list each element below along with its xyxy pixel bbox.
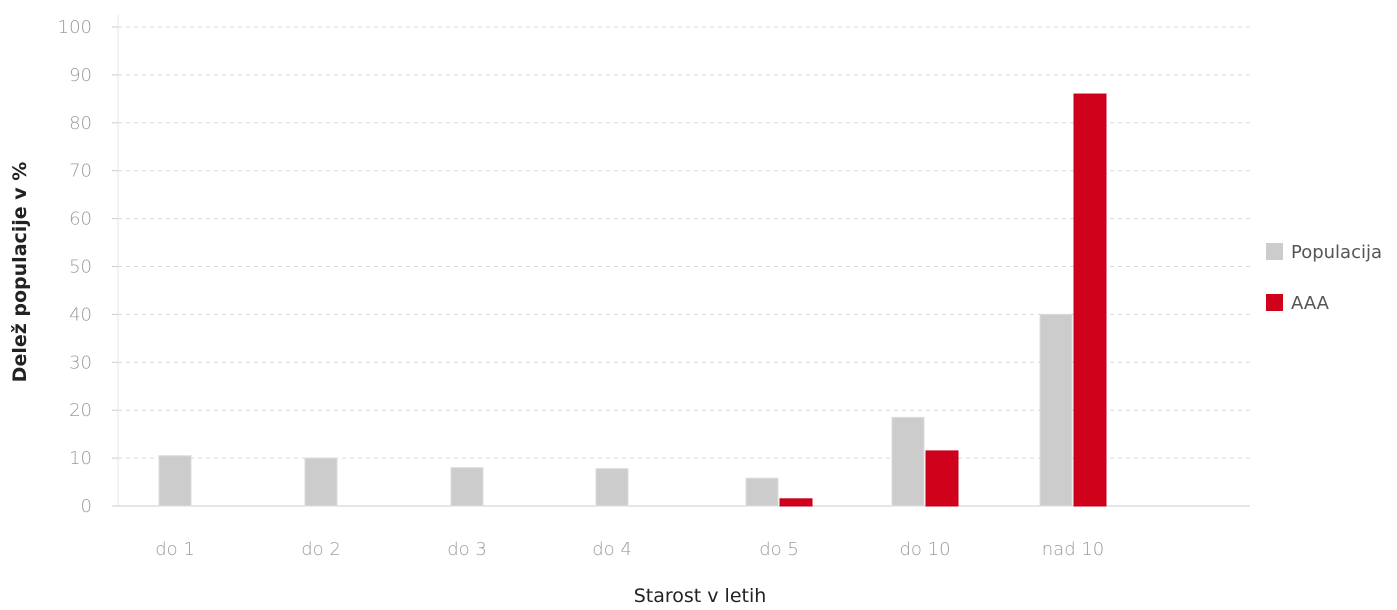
- bar-populacija-do-4: [595, 468, 629, 507]
- y-tick-label: 20: [69, 400, 92, 421]
- legend: Populacija AAA: [1266, 242, 1382, 314]
- bar-populacija-do-2: [304, 457, 338, 507]
- y-tick-label: 100: [58, 17, 92, 38]
- y-axis-title: Delež populacije v %: [9, 162, 31, 383]
- x-axis-ticks: do 1 do 2 do 3 do 4 do 5 do 10 nad 10: [155, 539, 1104, 560]
- legend-swatch-populacija: [1266, 243, 1283, 260]
- bar-aaa-do-10: [925, 450, 959, 507]
- y-tick-label: 50: [69, 257, 92, 278]
- x-axis-title: Starost v letih: [634, 585, 767, 607]
- legend-swatch-aaa: [1266, 294, 1283, 311]
- bar-populacija-do-5: [745, 477, 779, 507]
- bar-populacija-do-10: [891, 416, 925, 507]
- x-tick-label: do 2: [301, 539, 341, 560]
- y-tick-label: 0: [81, 496, 92, 517]
- bar-populacija-nad-10: [1039, 313, 1073, 507]
- x-tick-label: do 1: [155, 539, 195, 560]
- y-tick-label: 30: [69, 352, 92, 373]
- x-tick-label: do 10: [899, 539, 950, 560]
- y-tick-label: 60: [69, 209, 92, 230]
- bar-aaa-do-5: [779, 498, 813, 507]
- y-tick-label: 10: [69, 448, 92, 469]
- x-tick-label: nad 10: [1042, 539, 1105, 560]
- legend-label-populacija: Populacija: [1291, 242, 1382, 263]
- bar-aaa-nad-10: [1073, 93, 1107, 507]
- x-tick-label: do 3: [447, 539, 487, 560]
- bars: [158, 93, 1107, 507]
- y-tick-label: 90: [69, 65, 92, 86]
- y-tick-label: 70: [69, 161, 92, 182]
- y-tick-label: 40: [69, 304, 92, 325]
- y-tick-label: 80: [69, 113, 92, 134]
- y-axis-ticks: 0 10 20 30 40 50 60 70 80 90 100: [58, 15, 119, 517]
- bar-populacija-do-3: [450, 467, 484, 507]
- x-tick-label: do 4: [592, 539, 632, 560]
- bar-populacija-do-1: [158, 455, 192, 507]
- x-tick-label: do 5: [759, 539, 799, 560]
- legend-label-aaa: AAA: [1291, 293, 1330, 314]
